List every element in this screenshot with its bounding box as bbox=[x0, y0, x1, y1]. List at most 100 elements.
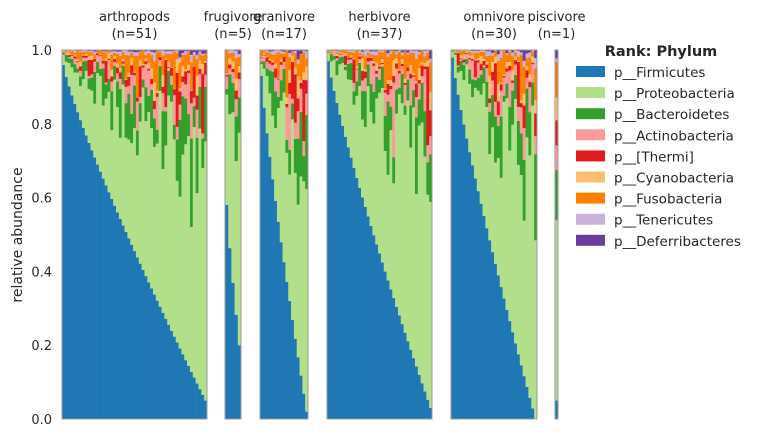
bar-segment-omnivore-19-pfirmicutes bbox=[505, 309, 509, 419]
bar-segment-omnivore-27-pproteobacteria bbox=[528, 155, 532, 398]
bar-segment-arthropods-8-pfusobacteria bbox=[84, 51, 88, 54]
bar-segment-omnivore-21-pcyanobacteria bbox=[511, 69, 515, 81]
bar-segment-arthropods-33-pproteobacteria bbox=[155, 143, 159, 301]
bar-segment-arthropods-16-pactinobacteria bbox=[107, 60, 111, 79]
bar-segment-arthropods-23-pbacteroidetes bbox=[127, 93, 131, 140]
bar-segment-arthropods-33-pfirmicutes bbox=[155, 300, 159, 419]
bar-segment-omnivore-20-pthermi bbox=[508, 65, 512, 71]
bar-segment-omnivore-3-pfusobacteria bbox=[459, 51, 463, 56]
bar-segment-arthropods-39-pbacteroidetes bbox=[172, 124, 177, 140]
bar-segment-granivore-13-pcyanobacteria bbox=[296, 76, 300, 99]
bar-segment-herbivore-28-pbacteroidetes bbox=[406, 79, 410, 101]
bar-segment-arthropods-22-pbacteroidetes bbox=[124, 103, 128, 138]
bar-segment-arthropods-28-pfusobacteria bbox=[141, 50, 145, 64]
bar-segment-omnivore-18-pfirmicutes bbox=[502, 298, 506, 419]
bar-segment-arthropods-38-pbacteroidetes bbox=[170, 84, 174, 102]
bar-segment-granivore-9-pfirmicutes bbox=[285, 281, 289, 419]
bar-segment-herbivore-30-pproteobacteria bbox=[412, 107, 416, 359]
bar-segment-arthropods-4-pfirmicutes bbox=[73, 104, 77, 419]
bar-segment-omnivore-1-pactinobacteria bbox=[453, 52, 458, 53]
bar-segment-herbivore-1-pproteobacteria bbox=[329, 61, 333, 78]
bar-segment-herbivore-14-pfusobacteria bbox=[366, 52, 370, 57]
bar-segment-herbivore-26-pactinobacteria bbox=[400, 66, 404, 74]
bar-segment-herbivore-33-pthermi bbox=[420, 65, 424, 77]
bar-segment-omnivore-23-pfirmicutes bbox=[516, 354, 521, 419]
group-title-piscivore: piscivore bbox=[527, 10, 585, 25]
bar-segment-herbivore-2-pfirmicutes bbox=[332, 90, 336, 420]
bar-segment-herbivore-36-pdeferribacteres bbox=[429, 50, 433, 59]
bar-segment-herbivore-1-pactinobacteria bbox=[329, 52, 333, 55]
bar-segment-granivore-0-pproteobacteria bbox=[260, 64, 264, 76]
bar-segment-herbivore-24-pdeferribacteres bbox=[395, 50, 399, 52]
bar-segment-omnivore-26-pactinobacteria bbox=[525, 77, 529, 89]
bar-segment-herbivore-31-pactinobacteria bbox=[414, 97, 419, 118]
bar-segment-arthropods-33-pthermi bbox=[155, 93, 159, 97]
bar-segment-arthropods-1-pcyanobacteria bbox=[64, 51, 68, 53]
bar-segment-arthropods-31-pdeferribacteres bbox=[150, 50, 154, 52]
bar-segment-omnivore-10-pthermi bbox=[479, 64, 483, 71]
bar-segment-arthropods-2-pproteobacteria bbox=[67, 62, 71, 87]
bar-segment-granivore-10-pcyanobacteria bbox=[288, 69, 292, 83]
bar-segment-omnivore-23-pfusobacteria bbox=[516, 56, 521, 61]
bar-segment-granivore-6-pthermi bbox=[276, 78, 281, 80]
bar-segment-herbivore-15-pfirmicutes bbox=[369, 225, 373, 419]
bar-segment-arthropods-17-pbacteroidetes bbox=[110, 91, 114, 131]
bar-segment-arthropods-9-pfusobacteria bbox=[87, 51, 91, 57]
bar-segment-arthropods-28-pcyanobacteria bbox=[141, 63, 145, 66]
bar-segment-omnivore-9-pactinobacteria bbox=[476, 62, 480, 78]
bar-segment-granivore-10-pfirmicutes bbox=[288, 301, 292, 419]
bar-segment-herbivore-33-pproteobacteria bbox=[420, 122, 424, 384]
bar-segment-omnivore-15-pthermi bbox=[494, 63, 498, 102]
bar-segment-omnivore-14-pdeferribacteres bbox=[491, 50, 495, 53]
bar-segment-arthropods-37-pfusobacteria bbox=[167, 53, 171, 62]
bar-segment-arthropods-32-pbacteroidetes bbox=[152, 118, 157, 147]
bar-segment-herbivore-14-pproteobacteria bbox=[366, 86, 370, 217]
bar-segment-herbivore-21-pfirmicutes bbox=[386, 280, 390, 419]
bar-segment-omnivore-22-pproteobacteria bbox=[514, 98, 518, 344]
panel-frame-granivore bbox=[259, 49, 309, 420]
bar-segment-herbivore-9-pactinobacteria bbox=[352, 82, 356, 92]
bar-segment-herbivore-11-pactinobacteria bbox=[358, 59, 362, 63]
bar-segment-herbivore-8-pfusobacteria bbox=[349, 52, 353, 56]
bar-segment-omnivore-11-pproteobacteria bbox=[482, 83, 486, 217]
bar-segment-arthropods-49-pthermi bbox=[201, 73, 205, 134]
bar-segment-granivore-7-pcyanobacteria bbox=[279, 58, 283, 62]
bar-segment-herbivore-13-pproteobacteria bbox=[363, 127, 368, 207]
bar-segment-herbivore-34-pbacteroidetes bbox=[423, 111, 427, 157]
panel-frame-arthropods bbox=[61, 49, 208, 420]
bar-segment-granivore-2-pproteobacteria bbox=[265, 75, 269, 134]
bar-segment-arthropods-48-pfirmicutes bbox=[198, 389, 202, 419]
group-title-arthropods: arthropods bbox=[99, 10, 170, 25]
bar-segment-herbivore-13-pactinobacteria bbox=[363, 78, 368, 92]
bar-segment-herbivore-35-pactinobacteria bbox=[426, 145, 430, 163]
bar-segment-omnivore-28-pthermi bbox=[531, 62, 535, 65]
bar-segment-herbivore-32-ptenericutes bbox=[417, 51, 421, 55]
bar-segment-granivore-7-ptenericutes bbox=[279, 50, 283, 54]
bar-segment-arthropods-35-pthermi bbox=[161, 86, 165, 94]
panel-arthropods bbox=[61, 49, 208, 420]
panel-herbivore bbox=[326, 49, 433, 420]
bar-segment-omnivore-7-pdeferribacteres bbox=[471, 50, 475, 52]
bar-segment-arthropods-46-pfirmicutes bbox=[192, 377, 196, 419]
bar-segment-arthropods-44-pfusobacteria bbox=[187, 51, 191, 65]
bar-segment-granivore-3-pbacteroidetes bbox=[268, 70, 272, 94]
bar-segment-herbivore-22-pfusobacteria bbox=[389, 53, 393, 81]
bar-segment-granivore-5-pfirmicutes bbox=[274, 200, 278, 419]
bar-segment-arthropods-29-pcyanobacteria bbox=[144, 58, 148, 62]
bar-segment-herbivore-22-pthermi bbox=[389, 85, 393, 90]
bar-segment-arthropods-9-pproteobacteria bbox=[87, 89, 91, 143]
bar-segment-omnivore-6-pbacteroidetes bbox=[468, 69, 472, 84]
bar-segment-herbivore-15-pdeferribacteres bbox=[369, 50, 373, 52]
bar-segment-herbivore-25-ptenericutes bbox=[397, 50, 402, 52]
bar-segment-arthropods-24-ptenericutes bbox=[130, 51, 134, 53]
bar-segment-herbivore-14-pthermi bbox=[366, 57, 370, 62]
bar-segment-arthropods-49-pproteobacteria bbox=[201, 167, 205, 395]
bar-segment-arthropods-46-pfusobacteria bbox=[192, 55, 196, 66]
bar-segment-herbivore-18-pthermi bbox=[378, 66, 382, 69]
bar-segment-herbivore-7-ptenericutes bbox=[346, 50, 350, 52]
bar-segment-arthropods-37-pbacteroidetes bbox=[167, 70, 171, 96]
bar-segment-arthropods-24-pfirmicutes bbox=[130, 244, 134, 419]
bar-segment-omnivore-9-pcyanobacteria bbox=[476, 58, 480, 61]
bar-segment-arthropods-48-pfusobacteria bbox=[198, 54, 202, 61]
bar-segment-omnivore-19-pbacteroidetes bbox=[505, 83, 509, 99]
